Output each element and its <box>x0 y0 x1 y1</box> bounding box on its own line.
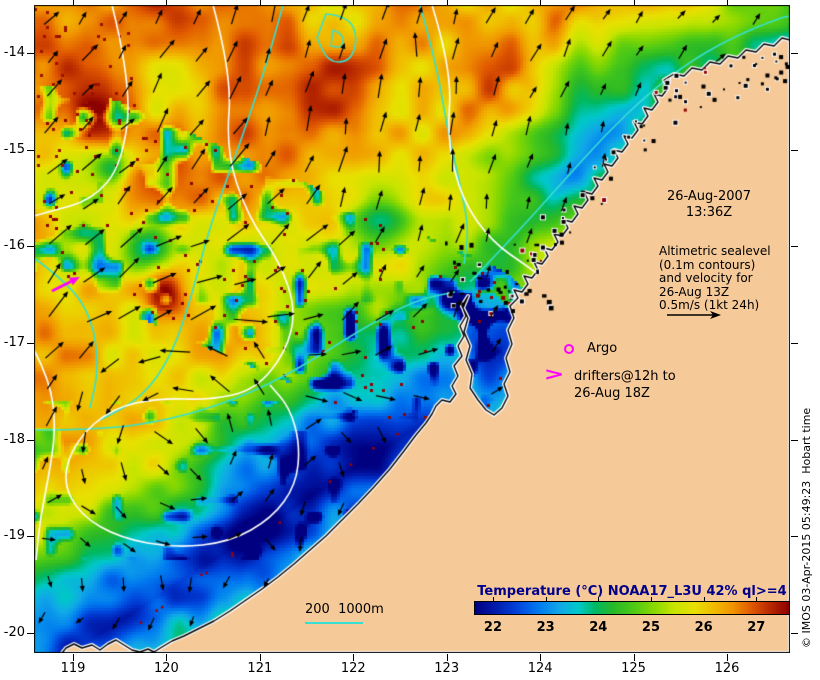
x-axis-tick <box>73 0 74 5</box>
x-axis-tick <box>540 654 542 661</box>
colorbar-tick-label: 22 <box>483 620 502 635</box>
x-axis-label: 121 <box>247 661 273 676</box>
temperature-colorbar: Temperature (°C) NOAA17_L3U 42% ql>=4 22… <box>474 584 790 640</box>
colorbar-tick <box>492 597 494 601</box>
x-axis-tick <box>259 654 261 661</box>
y-axis-tick <box>791 149 798 151</box>
depth-contour-legend: 200 1000m <box>305 602 384 617</box>
drifter-legend-line: drifters@12h to <box>574 369 676 384</box>
x-axis-tick <box>633 654 635 661</box>
x-axis-label: 125 <box>621 661 646 676</box>
colorbar-tick-label: 25 <box>641 620 660 635</box>
drifter-legend: drifters@12h to 26-Aug 18Z <box>574 368 676 402</box>
x-axis-label: 123 <box>434 661 460 676</box>
altimetric-legend-line: 0.5m/s (1kt 24h) <box>659 298 760 313</box>
y-axis-tick <box>791 439 798 441</box>
x-axis-tick <box>727 0 728 5</box>
y-axis-tick <box>27 439 34 441</box>
argo-marker-icon <box>564 344 574 354</box>
x-axis-tick <box>353 0 355 5</box>
colorbar-gradient <box>474 601 790 615</box>
y-axis-label: -16 <box>3 238 25 254</box>
y-axis-label: -17 <box>3 335 25 350</box>
x-axis-tick <box>446 0 448 5</box>
y-axis-tick <box>791 53 798 54</box>
altimetric-legend-line: (0.1m contours) <box>659 257 756 272</box>
x-axis-tick <box>727 654 728 661</box>
x-axis-tick <box>633 0 635 5</box>
datetime-annotation: 26-Aug-2007 13:36Z <box>648 189 770 221</box>
colorbar-tick <box>703 597 705 601</box>
x-axis-label: 120 <box>154 661 179 676</box>
x-axis-tick <box>259 0 261 5</box>
colorbar-tick <box>650 597 652 601</box>
x-axis-tick <box>166 654 168 661</box>
colorbar-tick-label: 26 <box>694 620 713 635</box>
altimetric-legend-line: and velocity for <box>659 271 753 286</box>
argo-label: Argo <box>587 341 618 356</box>
y-axis-label: -15 <box>3 141 25 157</box>
y-axis-tick <box>27 53 34 54</box>
colorbar-tick-label: 24 <box>589 620 608 635</box>
copyright-note: © IMOS 03-Apr-2015 05:49:23 Hobart time <box>800 407 813 648</box>
drifter-marker-icon: > <box>543 364 565 386</box>
colorbar-tick <box>756 597 758 601</box>
y-axis-tick <box>791 343 798 344</box>
y-axis-tick <box>27 246 34 248</box>
time-label: 13:36Z <box>685 205 733 220</box>
altimetric-legend-line: Altimetric sealevel <box>659 244 771 258</box>
x-axis-label: 126 <box>714 661 740 676</box>
altimetric-legend-line: 26-Aug 13Z <box>659 284 730 299</box>
y-axis-label: -18 <box>3 431 25 447</box>
y-axis-tick <box>27 536 34 538</box>
date-label: 26-Aug-2007 <box>666 189 752 204</box>
x-axis-label: 122 <box>340 661 366 676</box>
colorbar-tick-label: 27 <box>747 620 766 635</box>
x-axis-tick <box>166 0 168 5</box>
depth-contour-sample-line <box>305 622 363 624</box>
colorbar-tick <box>598 597 600 601</box>
altimetric-legend: Altimetric sealevel (0.1m contours) and … <box>659 244 771 313</box>
x-axis-tick <box>446 654 448 661</box>
y-axis-label: -20 <box>3 625 25 640</box>
x-axis-tick <box>353 654 355 661</box>
y-axis-tick <box>27 343 34 344</box>
reference-velocity-arrow-icon <box>667 311 721 319</box>
colorbar-tick-label: 23 <box>536 620 555 635</box>
sst-map-canvas <box>34 5 790 653</box>
colorbar-title: Temperature (°C) NOAA17_L3U 42% ql>=4 <box>477 584 787 599</box>
y-axis-tick <box>791 536 798 538</box>
y-axis-tick <box>791 633 798 634</box>
y-axis-tick <box>27 149 34 151</box>
colorbar-tick <box>545 597 547 601</box>
x-axis-tick <box>540 0 542 5</box>
y-axis-tick <box>27 633 34 634</box>
drifter-legend-line: 26-Aug 18Z <box>574 386 650 401</box>
x-axis-label: 119 <box>60 661 86 676</box>
y-axis-label: -14 <box>3 45 25 60</box>
x-axis-label: 124 <box>527 661 553 676</box>
y-axis-tick <box>791 246 798 248</box>
x-axis-tick <box>73 654 74 661</box>
y-axis-label: -19 <box>3 528 25 544</box>
